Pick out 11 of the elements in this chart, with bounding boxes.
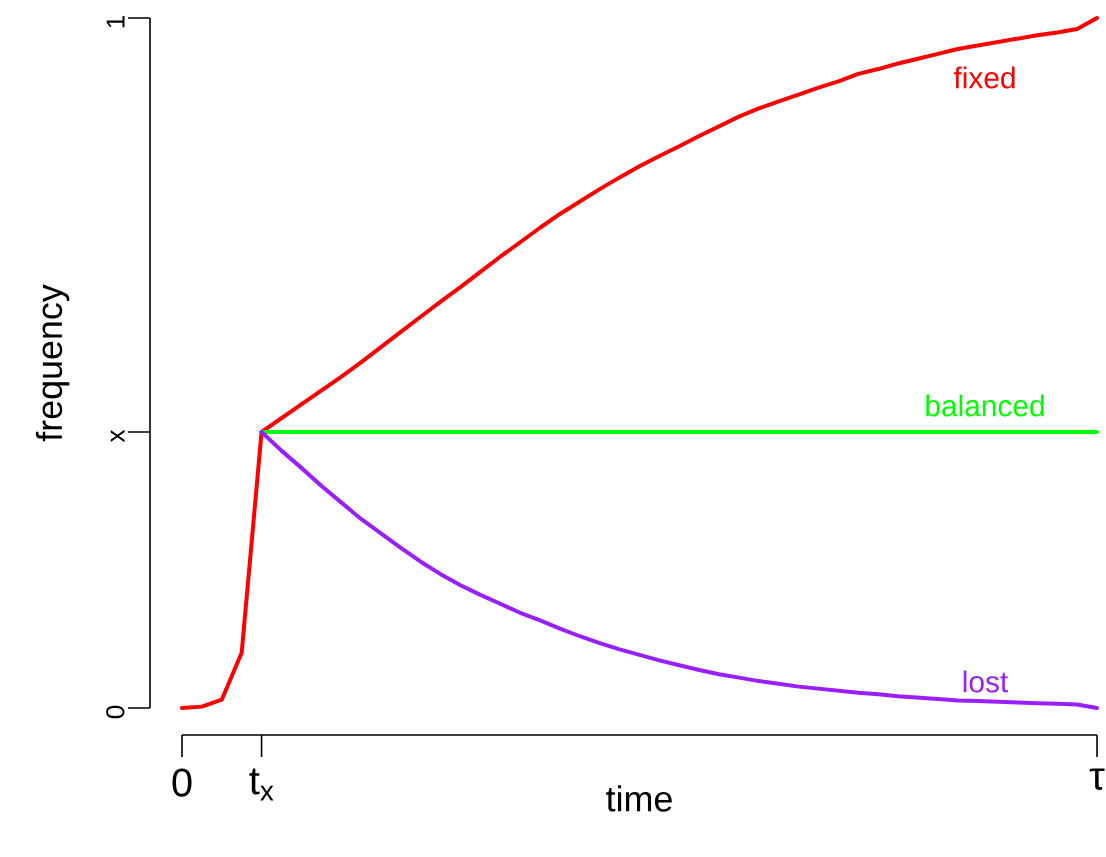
series-label: fixed <box>953 66 1015 89</box>
series-label: balanced <box>926 394 1044 417</box>
y-axis-title: frequency <box>35 284 70 442</box>
x-axis-title: time <box>606 785 672 812</box>
series-label: lost <box>963 670 1009 693</box>
y-tick-label: 1 <box>106 16 125 28</box>
y-tick-label: x <box>110 429 125 443</box>
x-tick-label: t$_{x}$ <box>249 768 274 801</box>
x-tick-label: τ <box>1089 768 1105 790</box>
y-tick-label: 0 <box>106 705 125 719</box>
x-tick-label: 0 <box>172 768 192 797</box>
